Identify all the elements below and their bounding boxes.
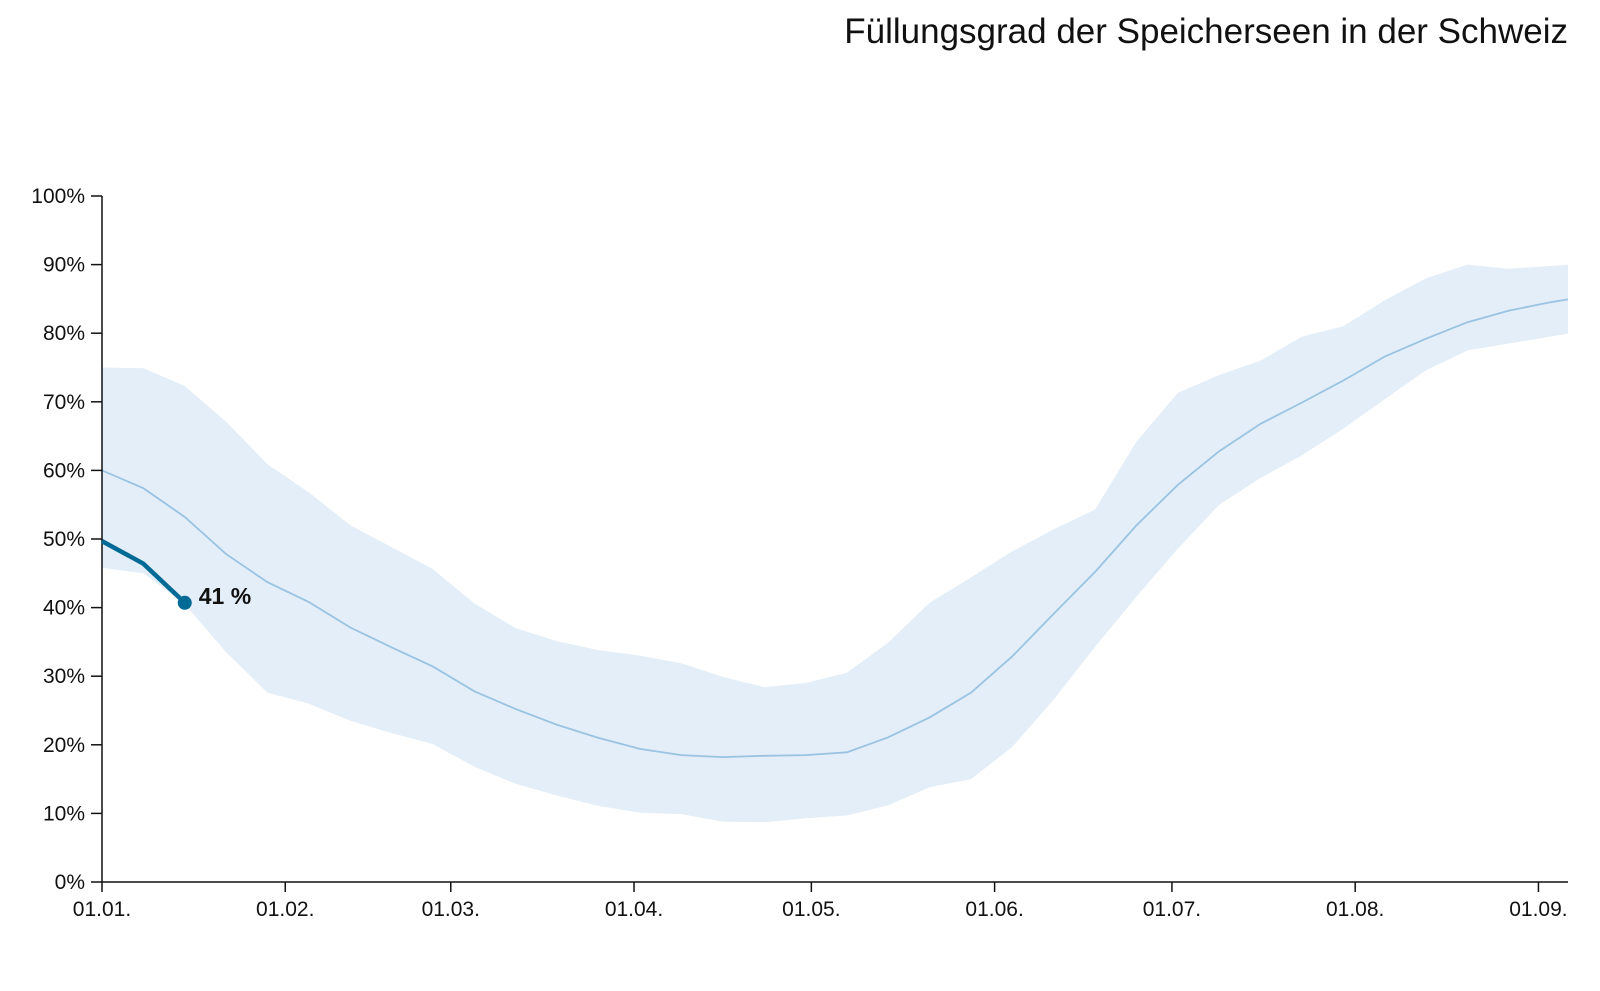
current-value-label: 41 % bbox=[199, 583, 251, 609]
x-tick-label: 01.01. bbox=[73, 898, 131, 921]
median-line bbox=[102, 298, 1568, 759]
x-tick-label: 01.06. bbox=[965, 898, 1023, 921]
y-tick-label: 100% bbox=[31, 185, 85, 208]
y-tick-label: 70% bbox=[43, 391, 85, 414]
axes: 0% 10% 20% 30% 40% 50% 60% 70% 80% 90% 100% 01.01. 0… bbox=[31, 185, 1568, 921]
min-max-band bbox=[102, 264, 1568, 823]
y-tick-label: 60% bbox=[43, 459, 85, 482]
x-tick-label: 01.03. bbox=[422, 898, 480, 921]
y-tick-label: 50% bbox=[43, 528, 85, 551]
current-point bbox=[177, 595, 192, 610]
y-tick-label: 0% bbox=[55, 871, 85, 894]
x-tick-label: 01.09. bbox=[1509, 898, 1567, 921]
current-line bbox=[100, 539, 187, 605]
y-tick-label: 20% bbox=[43, 734, 85, 757]
y-tick-label: 10% bbox=[43, 802, 85, 825]
x-tick-label: 01.08. bbox=[1326, 898, 1384, 921]
y-tick-label: 40% bbox=[43, 597, 85, 620]
annotations: 41 % bbox=[100, 539, 251, 610]
x-tick-label: 01.02. bbox=[256, 898, 314, 921]
x-tick-label: 01.05. bbox=[782, 898, 840, 921]
chart-title: Füllungsgrad der Speicherseen in der Sch… bbox=[844, 12, 1568, 51]
y-tick-label: 90% bbox=[43, 254, 85, 277]
y-tick-label: 80% bbox=[43, 322, 85, 345]
y-tick-label: 30% bbox=[43, 665, 85, 688]
plot-area bbox=[102, 264, 1568, 823]
x-tick-label: 01.07. bbox=[1143, 898, 1201, 921]
x-tick-label: 01.04. bbox=[605, 898, 663, 921]
